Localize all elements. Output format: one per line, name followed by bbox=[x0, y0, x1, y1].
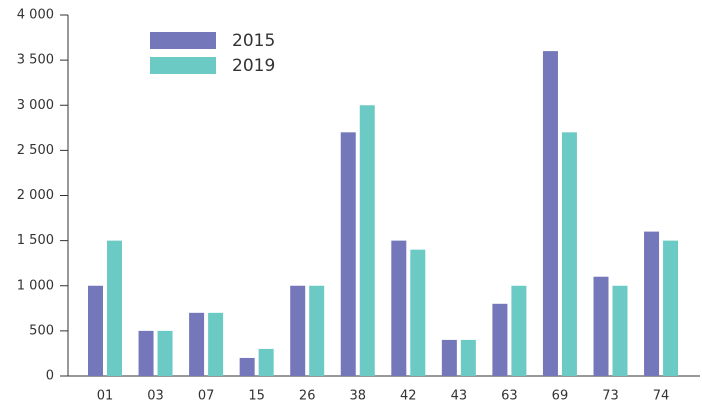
bar bbox=[239, 357, 255, 376]
bar bbox=[391, 240, 407, 376]
y-tick-label: 3 000 bbox=[17, 98, 54, 113]
bar bbox=[359, 105, 375, 376]
bar bbox=[309, 285, 325, 376]
x-tick-label: 43 bbox=[451, 389, 468, 404]
x-tick-label: 38 bbox=[349, 389, 366, 404]
y-tick-label: 3 500 bbox=[17, 53, 54, 68]
x-tick-label: 01 bbox=[97, 389, 114, 404]
bar bbox=[157, 330, 173, 376]
y-tick-label: 4 000 bbox=[17, 8, 54, 23]
bar bbox=[88, 285, 103, 376]
y-tick-label: 2 500 bbox=[17, 143, 54, 158]
x-tick-label: 42 bbox=[400, 389, 417, 404]
bar bbox=[138, 330, 154, 376]
bar bbox=[441, 339, 457, 376]
bar bbox=[258, 348, 274, 376]
bar bbox=[511, 285, 527, 376]
bar bbox=[492, 303, 508, 376]
bar bbox=[644, 231, 660, 376]
bar bbox=[290, 285, 306, 376]
y-tick-label: 1 500 bbox=[17, 233, 54, 248]
bar bbox=[460, 339, 476, 376]
x-tick-label: 15 bbox=[248, 389, 265, 404]
y-tick-label: 2 000 bbox=[17, 188, 54, 203]
bar bbox=[410, 249, 426, 376]
bar bbox=[593, 276, 609, 376]
legend-text: 2019 bbox=[232, 56, 275, 76]
legend-swatch bbox=[150, 32, 216, 49]
x-tick-label: 07 bbox=[198, 389, 215, 404]
bar bbox=[561, 132, 577, 376]
legend-swatch bbox=[150, 57, 216, 74]
x-tick-label: 26 bbox=[299, 389, 316, 404]
x-tick-label: 73 bbox=[602, 389, 619, 404]
x-tick-label: 74 bbox=[653, 389, 670, 404]
x-tick-label: 69 bbox=[552, 389, 569, 404]
y-tick-label: 0 bbox=[46, 369, 54, 384]
bar bbox=[663, 240, 679, 376]
bar bbox=[189, 312, 205, 376]
x-tick-label: 03 bbox=[147, 389, 164, 404]
bar bbox=[340, 132, 356, 376]
bar bbox=[208, 312, 224, 376]
x-tick-label: 63 bbox=[501, 389, 518, 404]
bar bbox=[107, 240, 122, 376]
y-tick-label: 500 bbox=[29, 323, 54, 338]
legend-text: 2015 bbox=[232, 31, 275, 51]
bar bbox=[542, 51, 558, 376]
bar bbox=[612, 285, 628, 376]
y-tick-label: 1 000 bbox=[17, 278, 54, 293]
